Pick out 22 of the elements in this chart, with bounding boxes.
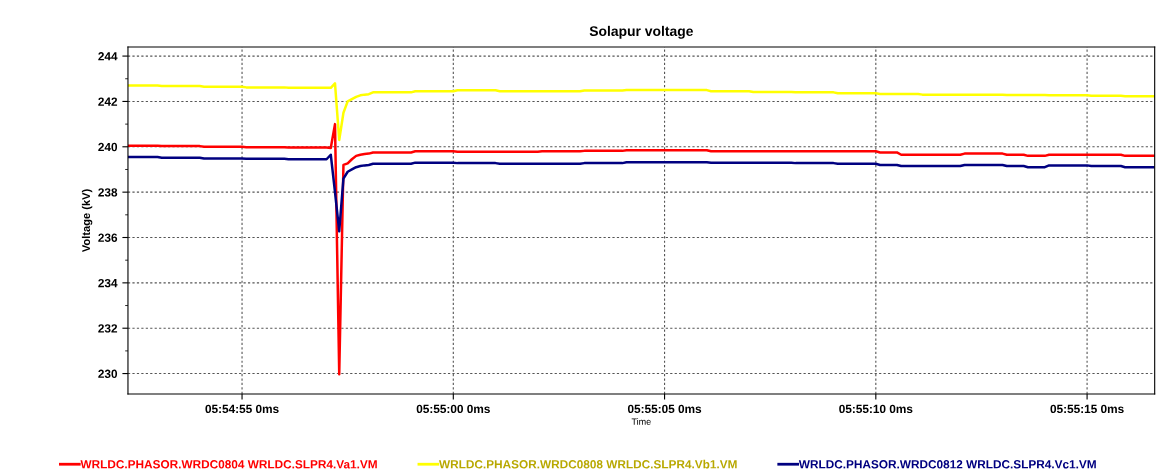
y-tick-label: 232 xyxy=(98,324,118,333)
x-tick-label: 05:55:05 0ms xyxy=(627,404,702,414)
x-tick-label: 05:55:15 0ms xyxy=(1050,404,1124,414)
x-tick-label: 05:55:10 0ms xyxy=(839,404,913,414)
x-axis-title: Time xyxy=(631,418,651,425)
y-tick-label: 234 xyxy=(98,278,118,288)
y-tick-label: 236 xyxy=(98,233,118,242)
chart-title: Solapur voltage xyxy=(589,25,693,39)
y-tick-label: 230 xyxy=(98,369,118,378)
y-axis-title: Voltage (kV) xyxy=(81,189,93,253)
legend-label: WRLDC.PHASOR.WRDC0808 WRLDC.SLPR4.Vb1.VM xyxy=(439,459,737,469)
y-tick-label: 238 xyxy=(98,188,118,197)
line-series xyxy=(127,153,1155,233)
legend-label: WRLDC.PHASOR.WRDC0804 WRLDC.SLPR4.Va1.VM xyxy=(80,460,377,469)
x-tick-label: 05:55:00 0ms xyxy=(416,404,490,414)
y-tick-label: 240 xyxy=(98,142,118,152)
line-series xyxy=(127,122,1155,376)
y-tick-label: 242 xyxy=(98,97,118,106)
y-tick-label: 244 xyxy=(98,52,118,61)
x-tick-label: 05:54:55 0ms xyxy=(205,404,279,414)
line-series xyxy=(127,82,1155,142)
legend-label: WRLDC.PHASOR.WRDC0812 WRLDC.SLPR4.Vc1.VM xyxy=(798,460,1096,469)
